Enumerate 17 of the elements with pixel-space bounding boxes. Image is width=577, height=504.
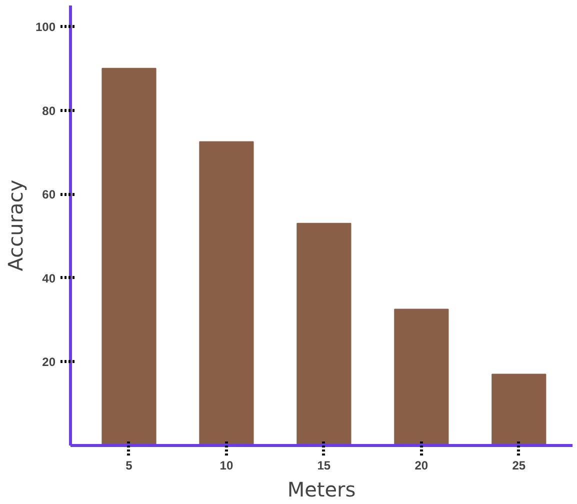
- y-tick-label: 100: [35, 20, 56, 34]
- bar: [199, 141, 254, 446]
- bar: [102, 68, 156, 446]
- y-axis-title: Accuracy: [3, 180, 28, 272]
- bar: [394, 308, 449, 446]
- bar: [492, 374, 546, 446]
- x-axis-title: Meters: [287, 478, 356, 502]
- y-tick-label: 60: [42, 188, 56, 202]
- x-tick-label: 10: [220, 458, 234, 472]
- y-tick-label: 40: [42, 271, 56, 286]
- x-tick-label: 15: [317, 458, 331, 472]
- x-tick-label: 5: [126, 458, 133, 472]
- x-tick-label: 25: [512, 458, 526, 472]
- y-tick-label: 20: [42, 355, 56, 370]
- y-tick-label: 80: [42, 104, 56, 118]
- x-tick-label: 20: [414, 458, 428, 472]
- bar: [296, 222, 352, 446]
